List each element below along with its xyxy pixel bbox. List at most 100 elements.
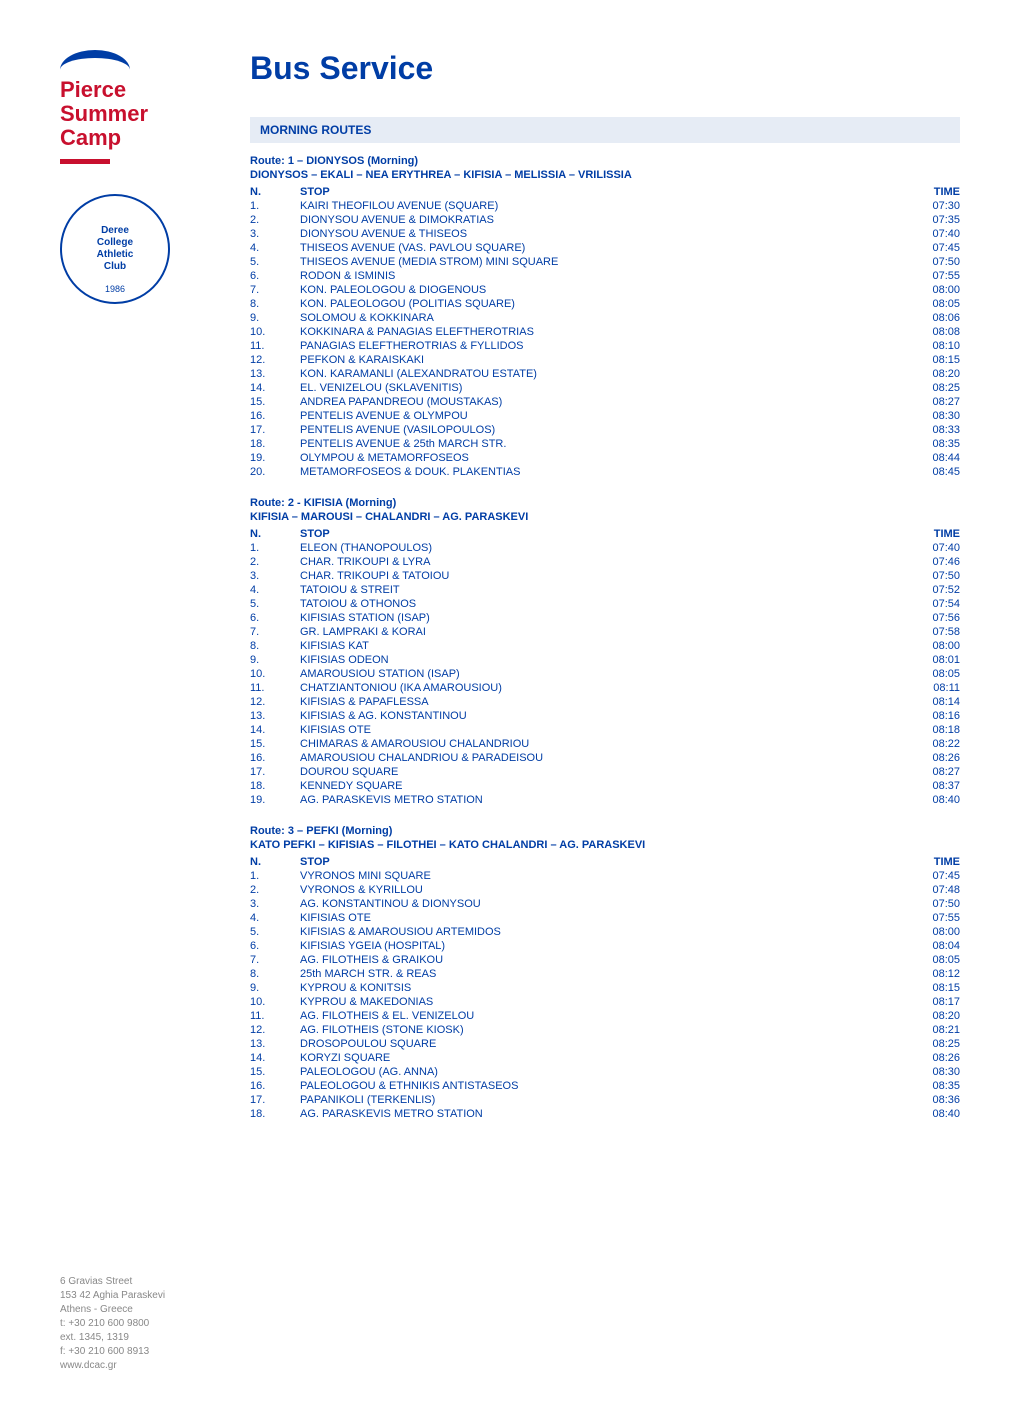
routes-container: Route: 1 – DIONYSOS (Morning)DIONYSOS – … bbox=[250, 155, 960, 1121]
stop-name: THISEOS AVENUE (MEDIA STROM) MINI SQUARE bbox=[300, 255, 900, 269]
stop-number: 2. bbox=[250, 213, 300, 227]
stop-number: 18. bbox=[250, 437, 300, 451]
stop-number: 12. bbox=[250, 695, 300, 709]
stop-number: 6. bbox=[250, 269, 300, 283]
stop-time: 08:06 bbox=[900, 311, 960, 325]
contact-block: 6 Gravias Street 153 42 Aghia Paraskevi … bbox=[60, 1275, 165, 1373]
stop-time: 08:40 bbox=[900, 1107, 960, 1121]
stop-time: 07:46 bbox=[900, 555, 960, 569]
stop-name: KIFISIAS YGEIA (HOSPITAL) bbox=[300, 939, 900, 953]
stop-time: 07:45 bbox=[900, 241, 960, 255]
stop-name: KIFISIAS & AG. KONSTANTINOU bbox=[300, 709, 900, 723]
stop-name: PENTELIS AVENUE & OLYMPOU bbox=[300, 409, 900, 423]
table-row: 14.EL. VENIZELOU (SKLAVENITIS)08:25 bbox=[250, 381, 960, 395]
stop-time: 08:05 bbox=[900, 667, 960, 681]
stop-name: CHATZIANTONIOU (IKA AMAROUSIOU) bbox=[300, 681, 900, 695]
table-row: 20.METAMORFOSEOS & DOUK. PLAKENTIAS08:45 bbox=[250, 465, 960, 479]
stop-name: KOKKINARA & PANAGIAS ELEFTHEROTRIAS bbox=[300, 325, 900, 339]
stop-name: AG. PARASKEVIS METRO STATION bbox=[300, 793, 900, 807]
table-row: 11.PANAGIAS ELEFTHEROTRIAS & FYLLIDOS08:… bbox=[250, 339, 960, 353]
stop-name: CHAR. TRIKOUPI & LYRA bbox=[300, 555, 900, 569]
table-row: 11.CHATZIANTONIOU (IKA AMAROUSIOU)08:11 bbox=[250, 681, 960, 695]
table-row: 5.THISEOS AVENUE (MEDIA STROM) MINI SQUA… bbox=[250, 255, 960, 269]
stop-time: 08:33 bbox=[900, 423, 960, 437]
table-row: 12.PEFKON & KARAISKAKI08:15 bbox=[250, 353, 960, 367]
table-row: 18.PENTELIS AVENUE & 25th MARCH STR.08:3… bbox=[250, 437, 960, 451]
stop-number: 8. bbox=[250, 639, 300, 653]
stop-name: AG. FILOTHEIS & EL. VENIZELOU bbox=[300, 1009, 900, 1023]
stop-number: 14. bbox=[250, 381, 300, 395]
stop-time: 08:05 bbox=[900, 953, 960, 967]
route-table: N.STOPTIME1.KAIRI THEOFILOU AVENUE (SQUA… bbox=[250, 185, 960, 479]
table-header-stop: STOP bbox=[300, 527, 900, 541]
route-subtitle: KATO PEFKI – KIFISIAS – FILOTHEI – KATO … bbox=[250, 839, 960, 851]
stop-number: 10. bbox=[250, 325, 300, 339]
stop-number: 16. bbox=[250, 409, 300, 423]
stop-name: PAPANIKOLI (TERKENLIS) bbox=[300, 1093, 900, 1107]
table-row: 9.KYPROU & KONITSIS08:15 bbox=[250, 981, 960, 995]
table-row: 1.VYRONOS MINI SQUARE07:45 bbox=[250, 869, 960, 883]
seal-line2: College bbox=[97, 237, 134, 249]
route-title: Route: 3 – PEFKI (Morning) bbox=[250, 825, 960, 837]
stop-number: 19. bbox=[250, 451, 300, 465]
stop-time: 08:01 bbox=[900, 653, 960, 667]
stop-number: 11. bbox=[250, 339, 300, 353]
stop-time: 08:20 bbox=[900, 1009, 960, 1023]
stop-name: AG. FILOTHEIS (STONE KIOSK) bbox=[300, 1023, 900, 1037]
stop-name: DIONYSOU AVENUE & THISEOS bbox=[300, 227, 900, 241]
stop-number: 10. bbox=[250, 667, 300, 681]
stop-number: 7. bbox=[250, 953, 300, 967]
stop-time: 07:52 bbox=[900, 583, 960, 597]
stop-number: 15. bbox=[250, 395, 300, 409]
stop-name: KON. PALEOLOGOU & DIOGENOUS bbox=[300, 283, 900, 297]
stop-name: DOUROU SQUARE bbox=[300, 765, 900, 779]
stop-number: 7. bbox=[250, 625, 300, 639]
table-row: 12.AG. FILOTHEIS (STONE KIOSK)08:21 bbox=[250, 1023, 960, 1037]
stop-name: 25th MARCH STR. & REAS bbox=[300, 967, 900, 981]
stop-number: 11. bbox=[250, 1009, 300, 1023]
contact-line6: f: +30 210 600 8913 bbox=[60, 1345, 165, 1359]
contact-line1: 6 Gravias Street bbox=[60, 1275, 165, 1289]
seal-line1: Deree bbox=[97, 225, 134, 237]
stop-time: 08:40 bbox=[900, 793, 960, 807]
stop-name: AG. KONSTANTINOU & DIONYSOU bbox=[300, 897, 900, 911]
stop-time: 08:30 bbox=[900, 1065, 960, 1079]
stop-time: 08:12 bbox=[900, 967, 960, 981]
stop-name: PENTELIS AVENUE & 25th MARCH STR. bbox=[300, 437, 900, 451]
stop-name: DROSOPOULOU SQUARE bbox=[300, 1037, 900, 1051]
table-row: 15.CHIMARAS & AMAROUSIOU CHALANDRIOU08:2… bbox=[250, 737, 960, 751]
contact-line7: www.dcac.gr bbox=[60, 1359, 165, 1373]
table-row: 6.RODON & ISMINIS07:55 bbox=[250, 269, 960, 283]
stop-name: RODON & ISMINIS bbox=[300, 269, 900, 283]
stop-name: KAIRI THEOFILOU AVENUE (SQUARE) bbox=[300, 199, 900, 213]
stop-time: 08:22 bbox=[900, 737, 960, 751]
stop-time: 08:30 bbox=[900, 409, 960, 423]
stop-time: 08:35 bbox=[900, 1079, 960, 1093]
stop-number: 9. bbox=[250, 981, 300, 995]
stop-time: 08:37 bbox=[900, 779, 960, 793]
stop-number: 3. bbox=[250, 569, 300, 583]
stop-name: AG. PARASKEVIS METRO STATION bbox=[300, 1107, 900, 1121]
logo-block: Pierce Summer Camp bbox=[60, 50, 220, 164]
table-row: 8.25th MARCH STR. & REAS08:12 bbox=[250, 967, 960, 981]
logo-text: Pierce Summer Camp bbox=[60, 78, 220, 151]
table-row: 1.ELEON (THANOPOULOS)07:40 bbox=[250, 541, 960, 555]
route-table: N.STOPTIME1.ELEON (THANOPOULOS)07:402.CH… bbox=[250, 527, 960, 807]
stop-time: 08:20 bbox=[900, 367, 960, 381]
contact-line5: ext. 1345, 1319 bbox=[60, 1331, 165, 1345]
stop-number: 10. bbox=[250, 995, 300, 1009]
stop-time: 08:26 bbox=[900, 751, 960, 765]
table-row: 13.KIFISIAS & AG. KONSTANTINOU08:16 bbox=[250, 709, 960, 723]
stop-name: VYRONOS & KYRILLOU bbox=[300, 883, 900, 897]
stop-time: 07:30 bbox=[900, 199, 960, 213]
table-row: 11.AG. FILOTHEIS & EL. VENIZELOU08:20 bbox=[250, 1009, 960, 1023]
stop-name: PENTELIS AVENUE (VASILOPOULOS) bbox=[300, 423, 900, 437]
logo-line2: Summer bbox=[60, 102, 220, 126]
stop-number: 18. bbox=[250, 779, 300, 793]
stop-time: 07:48 bbox=[900, 883, 960, 897]
table-row: 12.KIFISIAS & PAPAFLESSA08:14 bbox=[250, 695, 960, 709]
stop-number: 11. bbox=[250, 681, 300, 695]
seal-badge: Deree College Athletic Club 1986 bbox=[60, 194, 170, 304]
seal-year: 1986 bbox=[105, 284, 125, 294]
stop-number: 17. bbox=[250, 1093, 300, 1107]
